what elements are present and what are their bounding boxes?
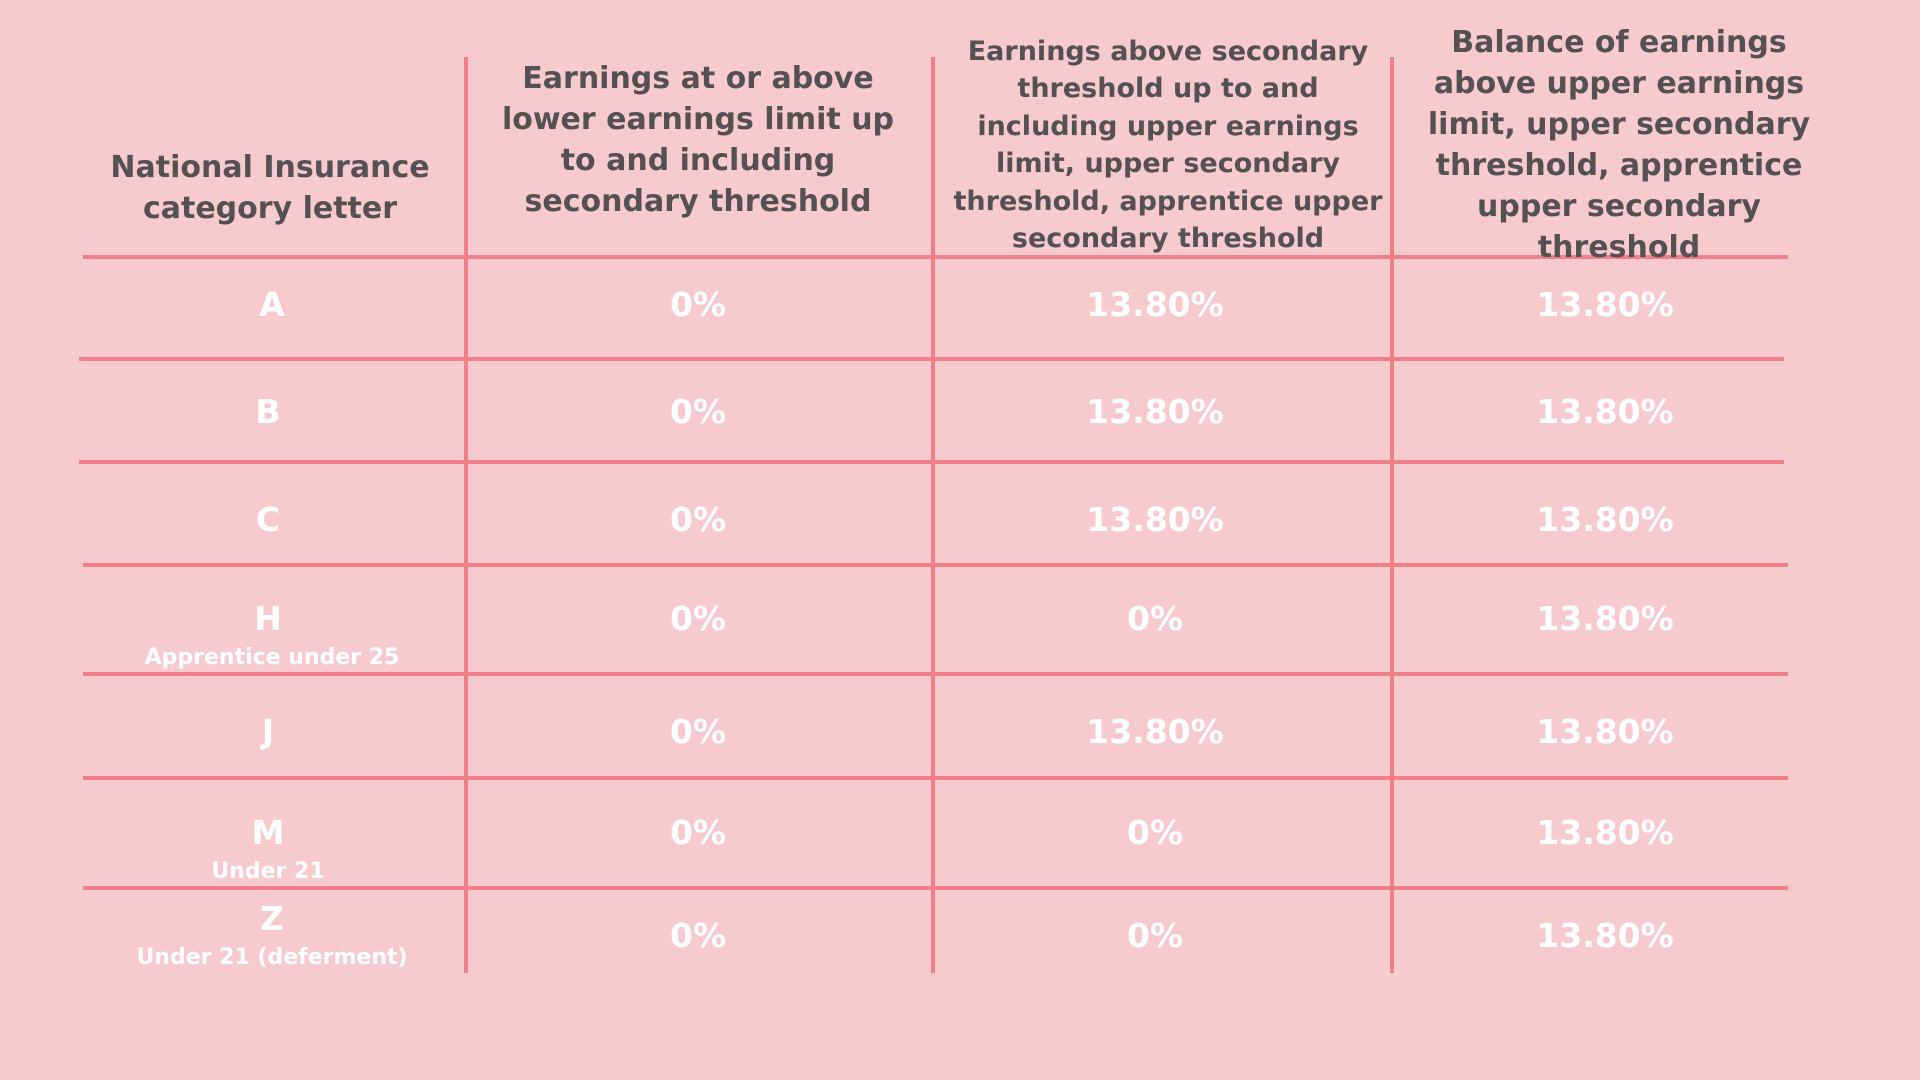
rate-cell: 13.80%	[1536, 392, 1674, 431]
rate-cell: 13.80%	[1086, 712, 1224, 751]
rate-cell: 13.80%	[1536, 599, 1674, 638]
header-label: Earnings above secondary threshold up to…	[953, 35, 1383, 255]
category-note: Under 21 (deferment)	[136, 945, 408, 970]
row-divider	[79, 357, 1784, 361]
category-letter: Z	[260, 899, 284, 938]
rate-cell: 0%	[1126, 813, 1184, 852]
rate-cell: 0%	[669, 392, 727, 431]
category-letter: M	[251, 813, 285, 852]
category-letter: B	[255, 392, 281, 431]
rate-cell: 13.80%	[1086, 285, 1224, 324]
rate-cell: 0%	[669, 599, 727, 638]
rate-cell: 0%	[669, 285, 727, 324]
rate-cell: 0%	[1126, 916, 1184, 955]
row-divider	[83, 776, 1788, 780]
rate-cell: 13.80%	[1536, 813, 1674, 852]
column-divider-2	[931, 57, 935, 973]
rate-cell: 0%	[1126, 599, 1184, 638]
rate-cell: 13.80%	[1086, 500, 1224, 539]
category-note: Apprentice under 25	[144, 645, 400, 670]
category-note: Under 21	[211, 859, 325, 884]
row-divider	[83, 563, 1788, 567]
header-label: Earnings at or above lower earnings limi…	[501, 61, 895, 219]
category-letter: C	[255, 500, 281, 539]
rate-cell: 0%	[669, 916, 727, 955]
rate-cell: 13.80%	[1536, 712, 1674, 751]
header-label: National Insurance category letter	[110, 149, 430, 226]
rate-cell: 0%	[669, 712, 727, 751]
rate-cell: 13.80%	[1536, 285, 1674, 324]
column-divider-3	[1390, 57, 1394, 973]
header-label: Balance of earnings above upper earnings…	[1427, 25, 1811, 265]
header-category-letter: National Insurance category letter	[90, 130, 450, 245]
row-divider	[83, 672, 1788, 676]
row-divider	[83, 886, 1788, 890]
rate-cell: 0%	[669, 500, 727, 539]
header-balance-earnings: Balance of earnings above upper earnings…	[1404, 25, 1834, 265]
category-letter: A	[259, 285, 285, 324]
rate-cell: 0%	[669, 813, 727, 852]
rate-cell: 13.80%	[1086, 392, 1224, 431]
category-letter: H	[254, 599, 282, 638]
rate-cell: 13.80%	[1536, 500, 1674, 539]
header-lower-earnings: Earnings at or above lower earnings limi…	[488, 45, 908, 235]
category-letter: J	[261, 712, 275, 751]
header-secondary-threshold: Earnings above secondary threshold up to…	[948, 30, 1388, 260]
column-divider-1	[464, 57, 468, 973]
header-divider	[83, 255, 1788, 259]
row-divider	[79, 460, 1784, 464]
rate-cell: 13.80%	[1536, 916, 1674, 955]
